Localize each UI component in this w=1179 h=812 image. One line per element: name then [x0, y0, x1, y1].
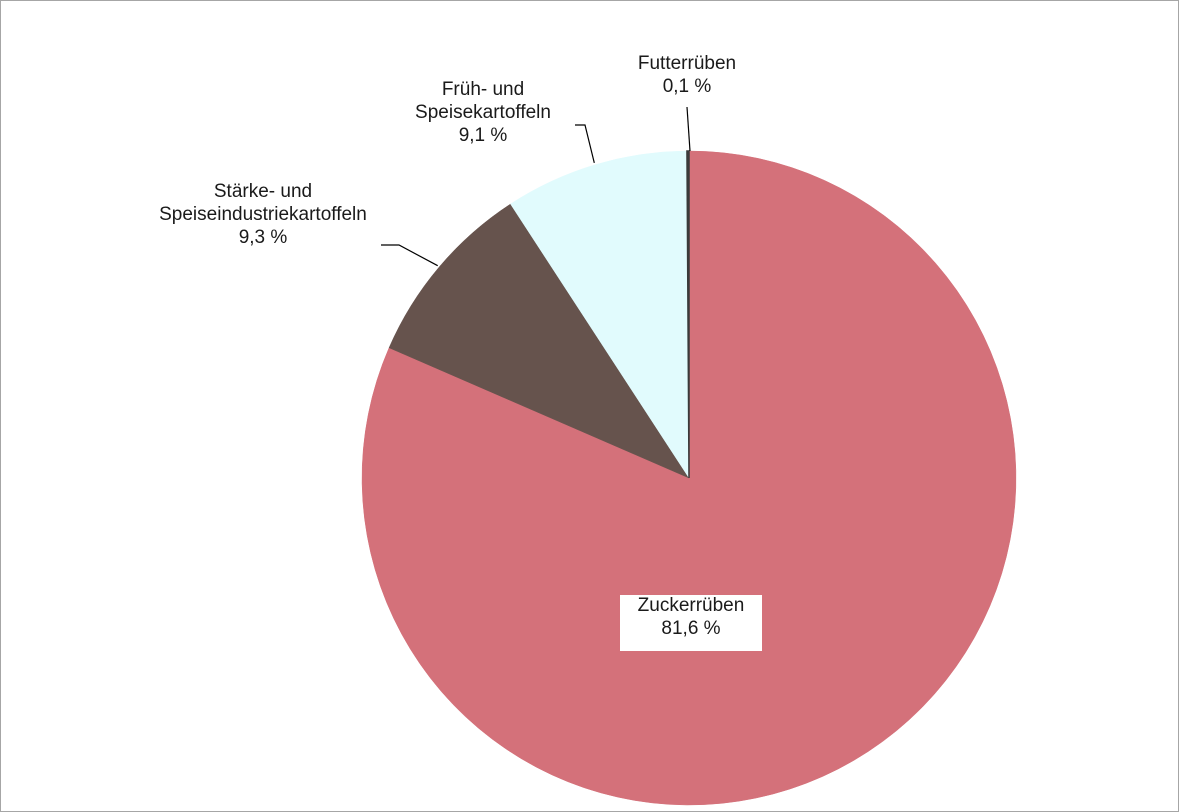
pie-slice-3	[686, 150, 690, 479]
data-label-value-3: 0,1 %	[663, 76, 712, 97]
data-label-value-2: 9,1 %	[459, 125, 508, 146]
data-label-box-0	[620, 595, 762, 651]
data-label-name-2: Früh- und	[442, 79, 524, 100]
data-label-name-0: Zuckerrüben	[638, 595, 745, 616]
data-label-name-3: Futterrüben	[638, 53, 736, 74]
pie-slice-2	[510, 150, 690, 479]
data-label-value-1: 9,3 %	[239, 227, 288, 248]
leader-line-3	[686, 106, 691, 152]
leader-line-2	[575, 124, 595, 164]
pie-slice-0	[361, 150, 1017, 806]
data-label-name-1: Speiseindustriekartoffeln	[159, 204, 367, 225]
data-label-1: Stärke- undSpeiseindustriekartoffeln9,3 …	[159, 181, 438, 267]
pie-slice-1	[388, 203, 690, 479]
data-label-value-0: 81,6 %	[661, 618, 720, 639]
data-label-name-2: Speisekartoffeln	[415, 102, 551, 123]
leader-line-1	[381, 244, 438, 267]
data-label-name-1: Stärke- und	[214, 181, 312, 202]
